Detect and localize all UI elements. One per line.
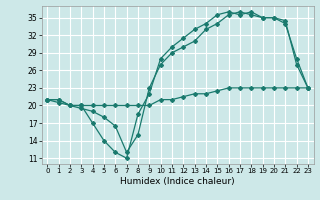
X-axis label: Humidex (Indice chaleur): Humidex (Indice chaleur) [120,177,235,186]
